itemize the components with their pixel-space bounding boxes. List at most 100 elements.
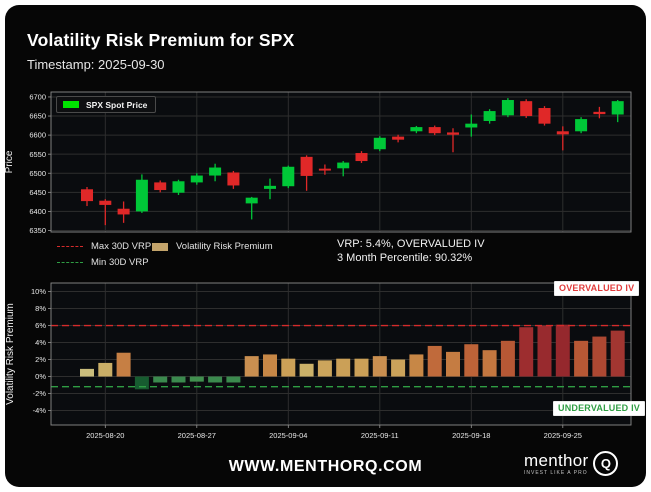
- vrp-bar: [98, 362, 113, 377]
- candle-up: [465, 123, 478, 128]
- price-ytick-label: 6400: [29, 207, 46, 216]
- price-axis-label: Price: [4, 150, 15, 173]
- website-text: WWW.MENTHORQ.COM: [228, 458, 423, 475]
- date-xtick-label: 2025-09-18: [452, 431, 490, 440]
- vrp-bar: [189, 376, 204, 382]
- min-vrp-legend-item: Min 30D VRP: [57, 257, 149, 268]
- vrp-axis-label: Volatility Risk Premium: [5, 303, 16, 405]
- vrp-legend-label: Volatility Risk Premium: [176, 241, 273, 252]
- menthorq-logo: menthor INVEST LIKE A PRO Q: [524, 451, 619, 476]
- candle-up: [373, 137, 386, 150]
- vrp-ytick-label: 0%: [35, 372, 46, 381]
- vrp-bar: [372, 356, 387, 377]
- vrp-plot-spine: [50, 282, 632, 426]
- candle-up: [501, 100, 514, 116]
- date-xtick-label: 2025-09-25: [544, 431, 582, 440]
- q-letter: Q: [600, 456, 612, 471]
- vrp-bar: [500, 340, 515, 377]
- date-xtick-label: 2025-08-27: [178, 431, 216, 440]
- candle-down: [117, 208, 130, 215]
- vrp-bar: [610, 330, 625, 377]
- vrp-ytick-label: 2%: [35, 355, 46, 364]
- price-ytick-label: 6350: [29, 226, 46, 235]
- vrp-bar: [409, 354, 424, 377]
- vrp-bar: [336, 358, 351, 377]
- vrp-ytick-label: 8%: [35, 304, 46, 313]
- vrp-bar: [80, 368, 94, 377]
- date-xtick-label: 2025-09-04: [269, 431, 307, 440]
- candle-up: [337, 162, 350, 169]
- vrp-bar: [464, 344, 479, 377]
- brand-tagline: INVEST LIKE A PRO: [524, 469, 588, 476]
- candle-down: [392, 136, 405, 140]
- max-vrp-dash-swatch: [57, 246, 83, 247]
- vrp-bar: [244, 356, 259, 377]
- vrp-bar: [446, 351, 460, 377]
- brand-text-block: menthor INVEST LIKE A PRO: [524, 452, 588, 476]
- date-xtick-label: 2025-08-20: [86, 431, 124, 440]
- vrp-ytick-label: 4%: [35, 338, 46, 347]
- max-vrp-legend-label: Max 30D VRP: [91, 241, 152, 252]
- vrp-ytick-label: 6%: [35, 321, 46, 330]
- max-vrp-legend-item: Max 30D VRP: [57, 241, 151, 252]
- vrp-annotation: VRP: 5.4%, OVERVALUED IV 3 Month Percent…: [337, 238, 485, 265]
- candle-up: [611, 101, 624, 115]
- candle-up: [264, 185, 276, 189]
- date-xtick-label: 2025-09-11: [361, 431, 399, 440]
- candle-up: [575, 119, 588, 132]
- page-title: Volatility Risk Premium for SPX: [27, 30, 295, 50]
- price-plot-spine: [50, 91, 632, 233]
- candle-down: [428, 127, 441, 134]
- q-logo-icon: Q: [593, 451, 619, 476]
- spx-legend: SPX Spot Price: [56, 96, 157, 113]
- vrp-ytick-label: 10%: [31, 287, 46, 296]
- vrp-bar: [317, 360, 332, 377]
- candle-up: [245, 197, 258, 204]
- candle-down: [355, 153, 368, 162]
- candle-down: [447, 132, 459, 135]
- vrp-bar: [263, 354, 277, 377]
- vrp-bar: [299, 363, 314, 377]
- vrp-bar: [226, 376, 241, 383]
- candle-down: [300, 156, 313, 176]
- vrp-annotation-line2: 3 Month Percentile: 90.32%: [337, 251, 473, 264]
- brand-name: menthor: [524, 450, 589, 470]
- candle-up: [135, 179, 148, 212]
- vrp-bar: [482, 350, 497, 377]
- candle-down: [520, 101, 533, 117]
- candle-up: [282, 166, 295, 187]
- vrp-ytick-label: -4%: [33, 406, 47, 415]
- spx-legend-label: SPX Spot Price: [86, 99, 148, 110]
- candle-up: [410, 127, 423, 132]
- candle-down: [318, 168, 331, 171]
- candle-up: [483, 111, 496, 121]
- vrp-bar: [391, 359, 406, 377]
- min-vrp-legend-label: Min 30D VRP: [91, 257, 149, 268]
- vrp-plot-bg: [51, 283, 631, 425]
- vrp-bar: [574, 340, 589, 377]
- candle-up: [190, 175, 203, 183]
- min-vrp-dash-swatch: [57, 262, 83, 263]
- vrp-legend-item: Volatility Risk Premium: [152, 241, 273, 252]
- vrp-bar: [519, 327, 534, 377]
- candle-down: [99, 200, 112, 205]
- vrp-legend-swatch: [152, 242, 168, 251]
- candle-up: [172, 181, 185, 193]
- vrp-bar: [537, 325, 552, 377]
- timestamp: Timestamp: 2025-09-30: [27, 57, 165, 72]
- vrp-annotation-line1: VRP: 5.4%, OVERVALUED IV: [337, 238, 485, 250]
- price-ytick-label: 6600: [29, 131, 46, 140]
- vrp-bar: [555, 324, 570, 377]
- price-ytick-label: 6700: [29, 93, 46, 102]
- candle-up: [209, 167, 222, 176]
- overvalued-flag: OVERVALUED IV: [554, 281, 640, 296]
- price-ytick-label: 6500: [29, 169, 46, 178]
- vrp-bar: [427, 345, 442, 377]
- candle-down: [81, 189, 93, 202]
- vrp-bar: [592, 336, 607, 377]
- price-ytick-label: 6450: [29, 188, 46, 197]
- candle-down: [538, 108, 551, 124]
- candle-down: [556, 131, 569, 135]
- vrp-bar: [153, 376, 168, 383]
